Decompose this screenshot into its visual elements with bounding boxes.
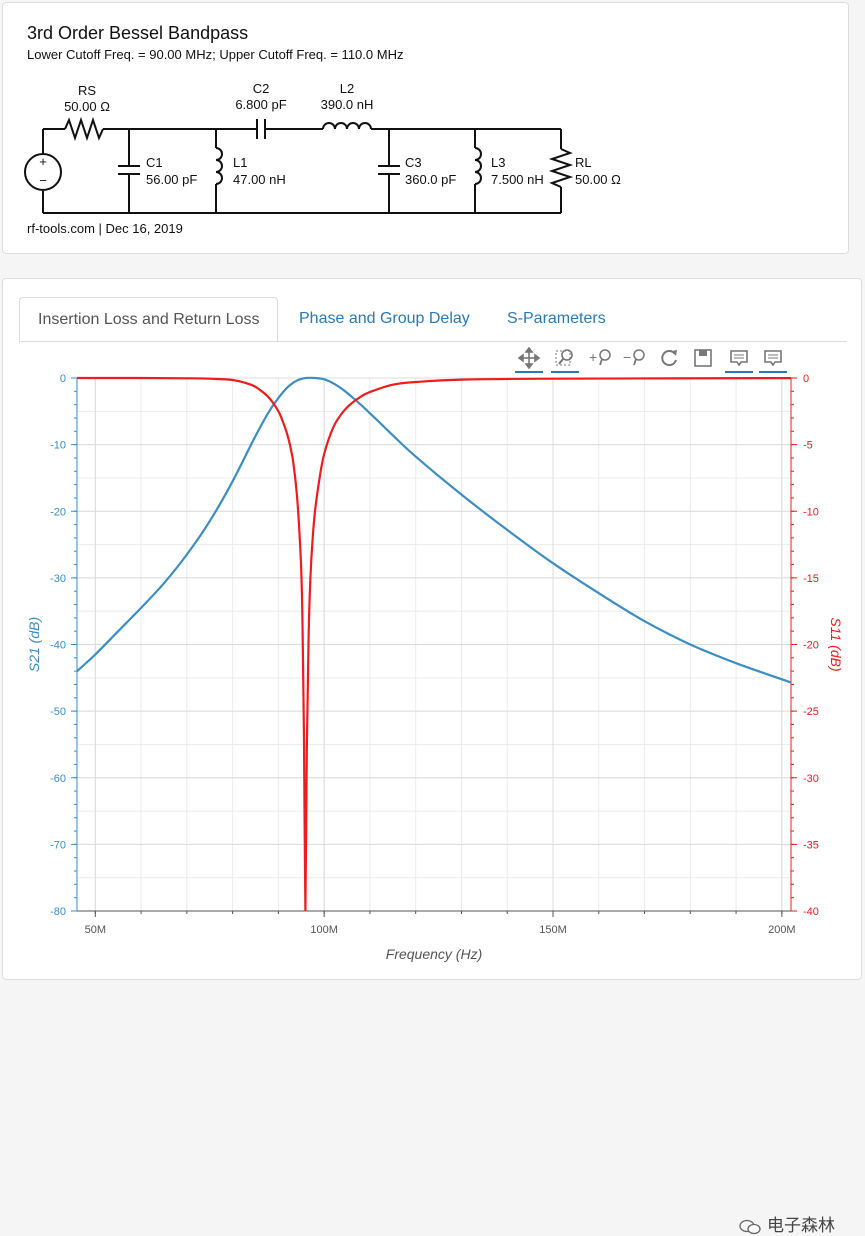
- reset-icon[interactable]: [655, 347, 683, 371]
- s11-line: [77, 376, 791, 911]
- zoom-out-icon[interactable]: −: [621, 347, 649, 371]
- y-left-axis-label: S21 (dB): [26, 617, 42, 672]
- save-icon[interactable]: [689, 347, 717, 371]
- l2-value: 390.0 nH: [321, 97, 374, 112]
- l3-value: 7.500 nH: [491, 172, 544, 187]
- c2-name: C2: [253, 81, 270, 96]
- y-right-tick-label: -35: [803, 839, 819, 851]
- y-right-tick-label: -15: [803, 573, 819, 585]
- y-left-tick-label: -30: [50, 573, 66, 585]
- y-right-tick-label: -10: [803, 506, 819, 518]
- source-minus: −: [39, 173, 47, 188]
- c3-name: C3: [405, 155, 422, 170]
- x-tick-label: 50M: [85, 924, 106, 936]
- svg-text:−: −: [623, 349, 631, 365]
- l3-inductor: [474, 147, 482, 185]
- pan-icon[interactable]: [515, 346, 543, 373]
- y-left-tick-label: -60: [50, 773, 66, 785]
- c1-name: C1: [146, 155, 163, 170]
- tab-phase-group-delay[interactable]: Phase and Group Delay: [299, 310, 470, 327]
- x-tick-label: 150M: [539, 924, 567, 936]
- hover-icon[interactable]: [725, 347, 753, 373]
- schematic-panel: 3rd Order Bessel Bandpass Lower Cutoff F…: [2, 2, 849, 254]
- l2-inductor: [322, 122, 372, 130]
- box-zoom-icon[interactable]: [551, 347, 579, 373]
- hover-icon[interactable]: [759, 347, 787, 373]
- watermark: 电子森林: [739, 1211, 835, 1236]
- l1-value: 47.00 nH: [233, 172, 286, 187]
- y-right-tick-label: 0: [803, 373, 809, 385]
- l1-inductor: [215, 147, 223, 185]
- y-right-tick-label: -20: [803, 640, 819, 652]
- source-plus: +: [39, 154, 47, 169]
- loss-chart[interactable]: 0 -10 -20 -30 -40 -50 -60 -70 -80 0 -5 -10 -15 -20 -25…: [3, 279, 861, 979]
- y-right-tick-label: -25: [803, 706, 819, 718]
- svg-text:+: +: [589, 349, 597, 365]
- x-axis-label: Frequency (Hz): [386, 946, 482, 962]
- wechat-icon: [739, 1219, 761, 1234]
- y-right-tick-label: -30: [803, 773, 819, 785]
- l1-name: L1: [233, 155, 247, 170]
- schematic-diagram: + − RS 50.00 Ω C2 6.800 pF L2 390.0 nH C…: [24, 81, 621, 214]
- zoom-in-icon[interactable]: +: [587, 347, 615, 371]
- y-left-tick-label: -70: [50, 839, 66, 851]
- y-right-axis-label: S11 (dB): [828, 617, 844, 671]
- y-left-tick-label: -80: [50, 906, 66, 918]
- footer-credit: rf-tools.com | Dec 16, 2019: [27, 221, 183, 236]
- filter-title: 3rd Order Bessel Bandpass: [27, 23, 249, 43]
- watermark-text: 电子森林: [767, 1216, 835, 1235]
- rs-name: RS: [78, 83, 96, 98]
- s21-line: [77, 376, 791, 684]
- c2-value: 6.800 pF: [235, 97, 286, 112]
- rl-value: 50.00 Ω: [575, 172, 621, 187]
- c1-value: 56.00 pF: [146, 172, 197, 187]
- l2-name: L2: [340, 81, 354, 96]
- tab-s-parameters[interactable]: S-Parameters: [507, 310, 606, 327]
- y-right-tick-label: -40: [803, 906, 819, 918]
- x-tick-label: 200M: [768, 924, 796, 936]
- tab-divider: [21, 341, 847, 342]
- plot-panel: Insertion Loss and Return Loss Phase and…: [2, 278, 862, 1235]
- voltage-source: [24, 153, 62, 191]
- y-left-tick-label: 0: [60, 373, 66, 385]
- rl-name: RL: [575, 155, 592, 170]
- rs-resistor: [64, 116, 104, 142]
- rs-value: 50.00 Ω: [64, 99, 110, 114]
- filter-subtitle: Lower Cutoff Freq. = 90.00 MHz; Upper Cu…: [27, 47, 404, 62]
- y-left-tick-label: -40: [50, 640, 66, 652]
- l3-name: L3: [491, 155, 505, 170]
- y-left-tick-label: -10: [50, 440, 66, 452]
- rl-resistor: [548, 148, 574, 188]
- c3-value: 360.0 pF: [405, 172, 456, 187]
- y-left-tick-label: -20: [50, 506, 66, 518]
- x-tick-label: 100M: [310, 924, 338, 936]
- y-left-tick-label: -50: [50, 706, 66, 718]
- y-right-tick-label: -5: [803, 440, 813, 452]
- tab-insertion-return-loss[interactable]: Insertion Loss and Return Loss: [19, 297, 279, 343]
